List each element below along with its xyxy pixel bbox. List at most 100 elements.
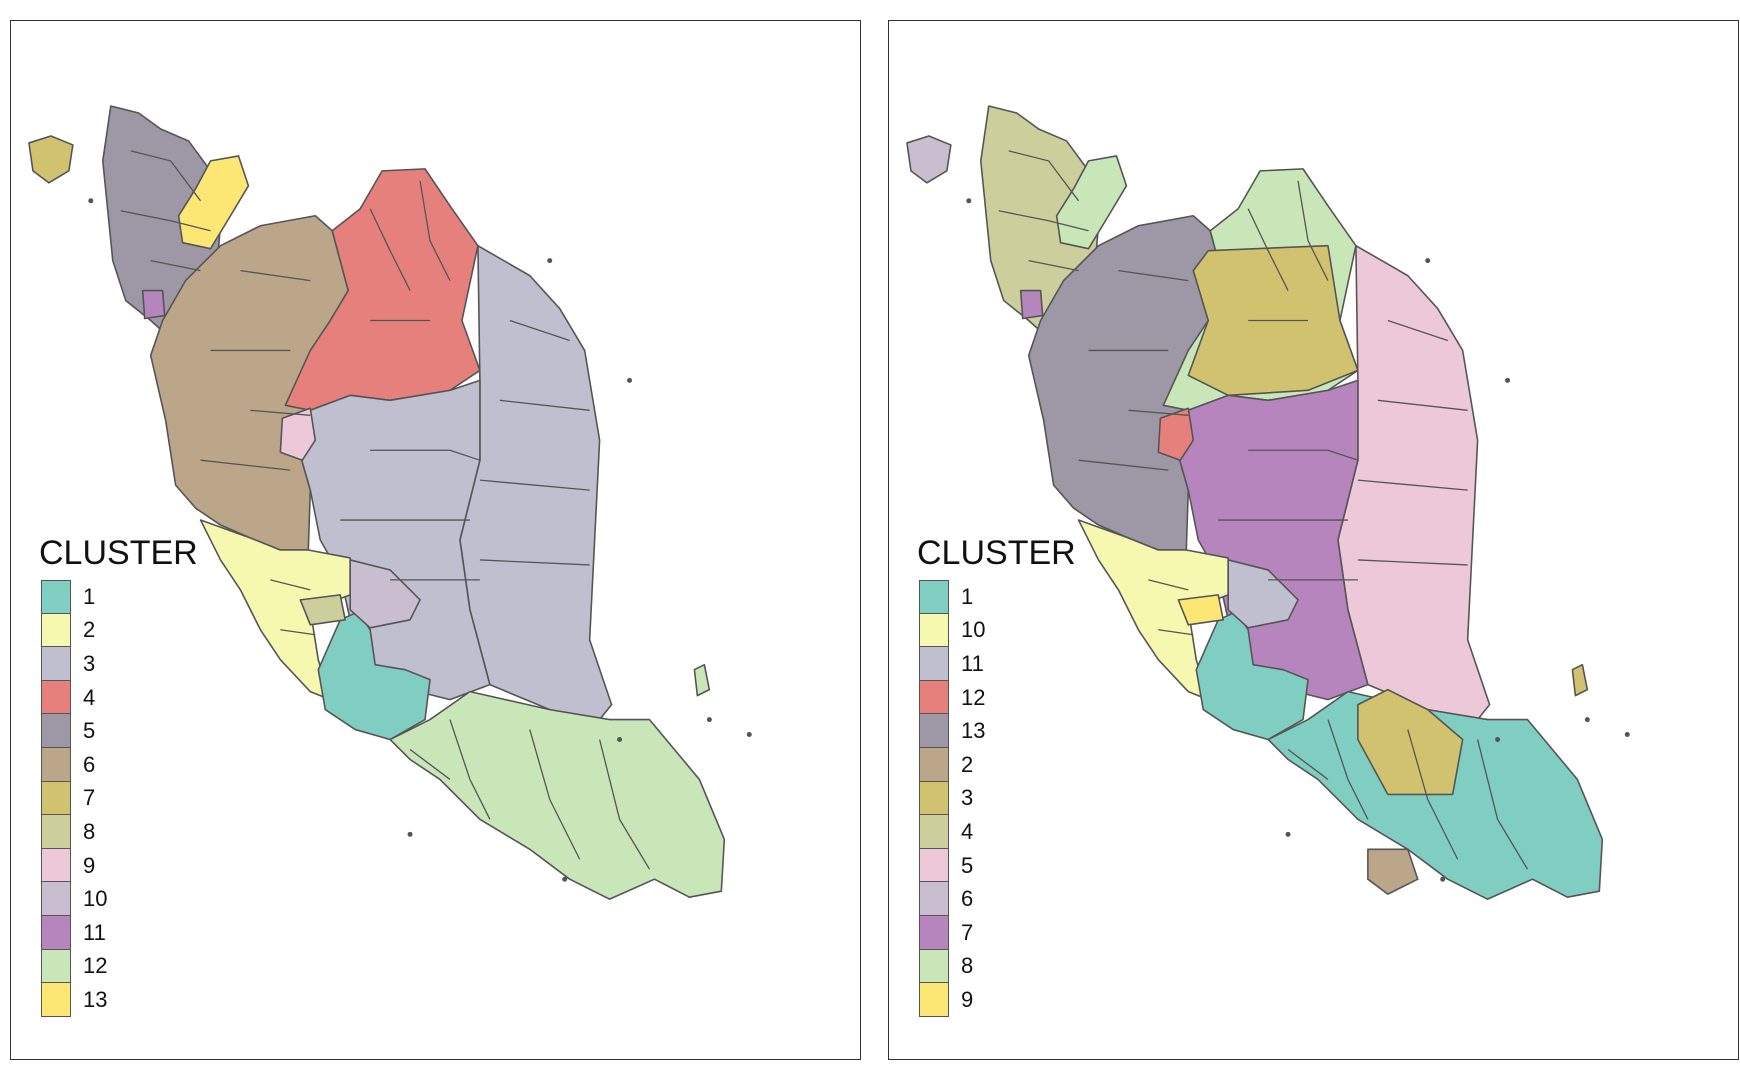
legend-label: 2 bbox=[961, 751, 974, 777]
district-boundary bbox=[1357, 479, 1468, 491]
district-region-north-purple bbox=[1019, 289, 1044, 320]
district-boundary bbox=[1377, 399, 1468, 411]
district-boundary bbox=[449, 719, 491, 820]
island-speck bbox=[88, 198, 94, 204]
district-boundary bbox=[1357, 559, 1468, 566]
legend-label: 10 bbox=[961, 617, 986, 643]
legend-item-11: 11 bbox=[41, 915, 198, 950]
district-boundary bbox=[240, 269, 311, 282]
legend-title: CLUSTER bbox=[39, 534, 198, 572]
legend-swatch bbox=[919, 983, 949, 1017]
island-speck bbox=[1440, 876, 1446, 882]
legend-label: 13 bbox=[83, 986, 108, 1012]
district-region-central-lilac bbox=[1227, 559, 1299, 629]
legend-label: 3 bbox=[961, 785, 974, 811]
district-region-small-green bbox=[299, 594, 347, 626]
legend-label: 6 bbox=[83, 751, 96, 777]
island-speck bbox=[1495, 737, 1501, 743]
legend-item-3: 3 bbox=[919, 781, 1076, 816]
legend-item-5: 5 bbox=[41, 714, 198, 748]
district-boundary bbox=[509, 319, 570, 342]
legend-item-10: 10 bbox=[919, 613, 1076, 648]
legend-swatch bbox=[919, 613, 949, 648]
legend-item-3: 3 bbox=[41, 647, 198, 681]
district-region-north-island bbox=[906, 135, 952, 184]
district-boundary bbox=[1248, 449, 1359, 461]
legend-label: 12 bbox=[961, 684, 986, 710]
legend-label: 10 bbox=[83, 886, 108, 912]
legend-swatch bbox=[41, 815, 71, 849]
district-boundary bbox=[1128, 409, 1189, 416]
legend-swatch bbox=[41, 714, 71, 748]
district-region-north-island bbox=[28, 135, 74, 184]
district-boundary bbox=[598, 739, 651, 870]
district-boundary bbox=[200, 459, 291, 471]
district-boundary bbox=[1008, 150, 1080, 202]
district-region-east-gold bbox=[1357, 688, 1464, 796]
legend-item-6: 6 bbox=[41, 747, 198, 782]
district-region-south-tip bbox=[1367, 848, 1419, 895]
map-panel-right: CLUSTER 1 10 11 12 13 2 3 4 5 6 7 8 9 bbox=[888, 20, 1739, 1060]
legend-label: 4 bbox=[961, 818, 974, 844]
legend-item-2: 2 bbox=[919, 747, 1076, 782]
legend-item-13: 13 bbox=[919, 714, 1076, 748]
district-boundary bbox=[1387, 319, 1448, 342]
legend-title: CLUSTER bbox=[917, 534, 1076, 572]
island-speck bbox=[1425, 258, 1431, 264]
district-region-north-enclave bbox=[177, 155, 250, 250]
legend-item-7: 7 bbox=[919, 915, 1076, 950]
legend-swatch bbox=[919, 781, 949, 816]
district-boundary bbox=[120, 210, 211, 232]
legend-item-1: 1 bbox=[41, 580, 198, 614]
island-speck bbox=[746, 732, 752, 738]
district-boundary bbox=[1297, 180, 1329, 281]
island-speck bbox=[1285, 831, 1291, 837]
legend-item-4: 4 bbox=[41, 680, 198, 715]
district-boundary bbox=[270, 579, 311, 591]
legend-item-6: 6 bbox=[919, 882, 1076, 916]
legend-item-13: 13 bbox=[41, 983, 198, 1017]
legend-item-10: 10 bbox=[41, 882, 198, 916]
legend-swatch bbox=[919, 747, 949, 782]
legend-item-12: 12 bbox=[919, 680, 1076, 715]
legend-label: 9 bbox=[83, 852, 96, 878]
legend-label: 13 bbox=[961, 718, 986, 744]
legend-swatch bbox=[919, 882, 949, 916]
legend-swatch bbox=[41, 781, 71, 816]
district-boundary bbox=[1028, 260, 1079, 272]
legend-left: CLUSTER 1 2 3 4 5 6 7 8 9 10 11 12 13 bbox=[39, 534, 198, 1017]
district-boundary bbox=[280, 629, 316, 636]
district-boundary bbox=[1118, 269, 1189, 282]
choropleth-map-left bbox=[28, 105, 752, 900]
legend-item-4: 4 bbox=[919, 815, 1076, 849]
district-region-south bbox=[389, 690, 726, 900]
island-speck bbox=[966, 198, 972, 204]
legend-item-12: 12 bbox=[41, 949, 198, 984]
legend-swatch bbox=[41, 882, 71, 916]
island-speck bbox=[547, 258, 553, 264]
island-speck bbox=[617, 737, 623, 743]
legend-label: 4 bbox=[83, 684, 96, 710]
district-boundary bbox=[1158, 629, 1194, 636]
legend-swatch bbox=[919, 714, 949, 748]
legend-swatch bbox=[41, 680, 71, 715]
district-boundary bbox=[369, 208, 411, 291]
legend-label: 12 bbox=[83, 953, 108, 979]
district-boundary bbox=[998, 210, 1089, 232]
district-region-small-green bbox=[1177, 594, 1225, 626]
district-boundary bbox=[250, 409, 311, 416]
district-boundary bbox=[1247, 208, 1289, 291]
district-region-central-lilac bbox=[349, 559, 421, 629]
legend-label: 6 bbox=[961, 886, 974, 912]
district-boundary bbox=[370, 449, 481, 461]
legend-swatch bbox=[919, 647, 949, 681]
district-boundary bbox=[150, 260, 201, 272]
legend-swatch bbox=[919, 915, 949, 950]
legend-item-9: 9 bbox=[41, 848, 198, 883]
legend-label: 11 bbox=[961, 650, 984, 676]
legend-swatch bbox=[41, 647, 71, 681]
district-boundary bbox=[130, 150, 202, 202]
district-region-central-pink bbox=[1157, 407, 1195, 461]
legend-label: 2 bbox=[83, 617, 96, 643]
island-speck bbox=[627, 377, 633, 383]
